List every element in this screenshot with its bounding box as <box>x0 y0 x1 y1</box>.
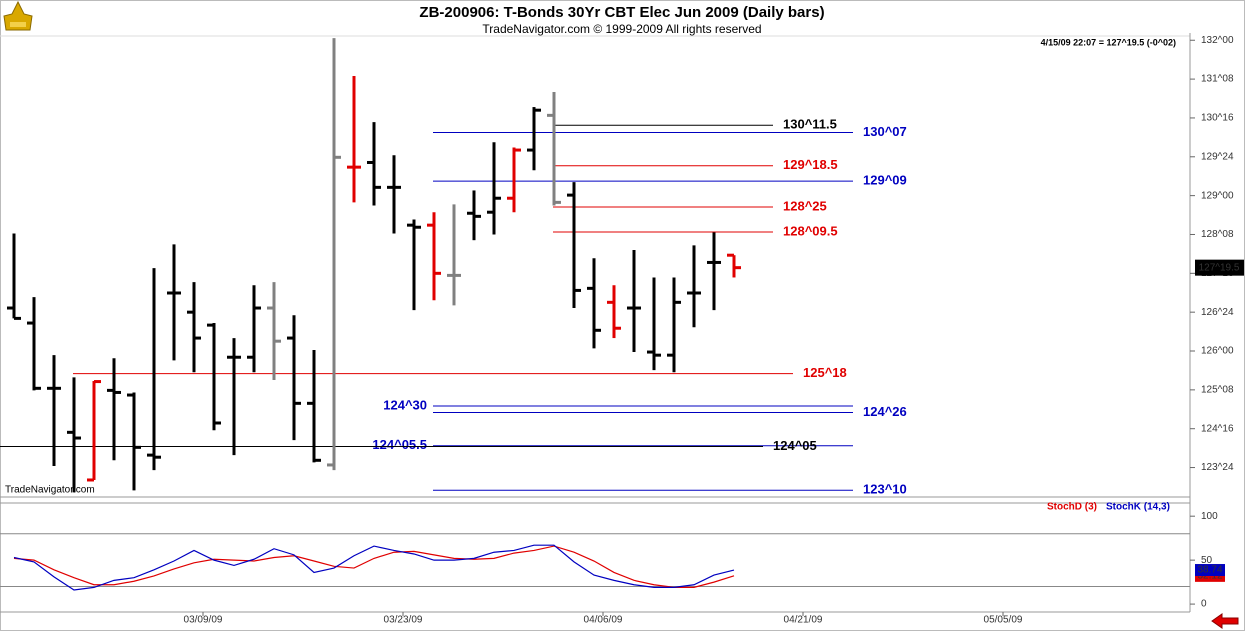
last-price-label: 127^19.5 <box>1199 262 1240 273</box>
stoch-line <box>13 544 735 591</box>
level-label: 124^26 <box>863 404 907 419</box>
x-tick-label: 03/23/09 <box>384 615 423 626</box>
y-tick-label: 129^00 <box>1201 190 1234 201</box>
y-tick-label: 129^24 <box>1201 151 1234 162</box>
level-label: 128^25 <box>783 198 827 213</box>
last-value-box <box>1195 564 1225 577</box>
x-tick-label: 04/06/09 <box>584 615 623 626</box>
y-tick-label: 123^24 <box>1201 462 1234 473</box>
level-label: 129^18.5 <box>783 157 838 172</box>
y-tick-label: 132^00 <box>1201 35 1234 46</box>
level-label: 130^11.5 <box>783 117 837 132</box>
y-tick-label: 124^16 <box>1201 423 1234 434</box>
level-label: 125^18 <box>803 365 847 380</box>
level-label: 124^30 <box>383 397 427 412</box>
y-tick-label: 0 <box>1201 599 1207 610</box>
scroll-arrow[interactable] <box>1211 613 1239 629</box>
y-tick-label: 131^08 <box>1201 74 1234 85</box>
legend-entry: StochK (14,3) <box>1106 502 1170 513</box>
y-tick-label: 100 <box>1201 511 1218 522</box>
y-tick-label: 50 <box>1201 555 1213 566</box>
y-tick-label: 130^16 <box>1201 113 1234 124</box>
legend-entry: StochD (3) <box>1047 502 1097 513</box>
watermark: TradeNavigator.com <box>5 485 95 496</box>
chart-title: ZB-200906: T-Bonds 30Yr CBT Elec Jun 200… <box>419 4 824 21</box>
logo <box>3 0 33 31</box>
level-label: 123^10 <box>863 482 907 497</box>
level-label: 128^09.5 <box>783 223 838 238</box>
level-label: 129^09 <box>863 173 907 188</box>
x-tick-label: 04/21/09 <box>784 615 823 626</box>
level-label: 130^07 <box>863 124 907 139</box>
stoch-line <box>13 545 735 588</box>
level-label: 124^05.5 <box>372 437 427 452</box>
last-price-tag <box>1195 259 1244 276</box>
y-tick-label: 126^24 <box>1201 307 1234 318</box>
y-tick-label: 128^08 <box>1201 229 1234 240</box>
plot: 132^00 131^08 130^16 129^24 129^00 128^08 127^… <box>0 35 1244 626</box>
subtitle: TradeNavigator.com © 1999-2009 All right… <box>482 22 761 36</box>
x-tick-label: 03/09/09 <box>184 615 223 626</box>
info: 4/15/09 22:07 = 127^19.5 (-0^02) <box>1041 37 1176 47</box>
last-value-label: 38.74 <box>1197 565 1222 576</box>
y-tick-label: 125^08 <box>1201 384 1234 395</box>
x-tick-label: 05/05/09 <box>984 615 1023 626</box>
y-tick-label: 126^00 <box>1201 346 1234 357</box>
level-label: 124^05 <box>773 438 817 453</box>
